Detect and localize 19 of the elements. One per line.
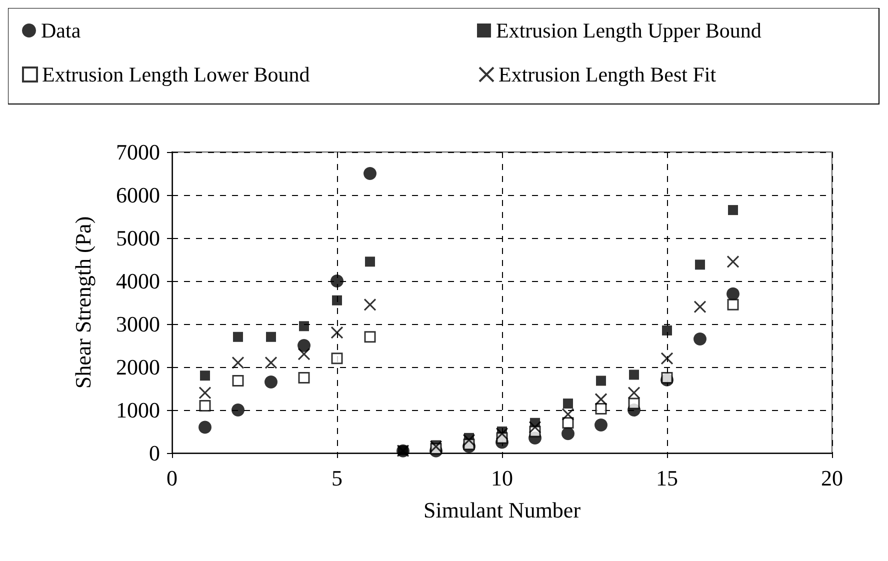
- x-tick-label: 0: [166, 466, 178, 490]
- x-tick-label: 15: [656, 466, 678, 490]
- x-tick-label: 20: [821, 466, 843, 490]
- x-axis-title: Simulant Number: [423, 498, 582, 522]
- y-axis-title: Shear Strength (Pa): [70, 216, 96, 389]
- y-tick-label: 0: [149, 440, 160, 466]
- x-tick-label: 10: [491, 466, 513, 490]
- legend-label: Extrusion Length Upper Bound: [496, 18, 762, 42]
- y-tick-label: 2000: [116, 354, 160, 380]
- y-tick-label: 1000: [116, 398, 160, 422]
- y-tick-label: 5000: [116, 226, 160, 250]
- x-tick-label: 5: [332, 466, 342, 490]
- legend-label: Data: [41, 18, 82, 42]
- legend-label: Extrusion Length Lower Bound: [42, 62, 310, 86]
- y-tick-label: 6000: [116, 182, 160, 208]
- y-tick-label: 7000: [116, 140, 160, 164]
- y-tick-label: 3000: [116, 312, 160, 336]
- legend-label: Extrusion Length Best Fit: [498, 62, 716, 86]
- y-tick-label: 4000: [116, 268, 160, 294]
